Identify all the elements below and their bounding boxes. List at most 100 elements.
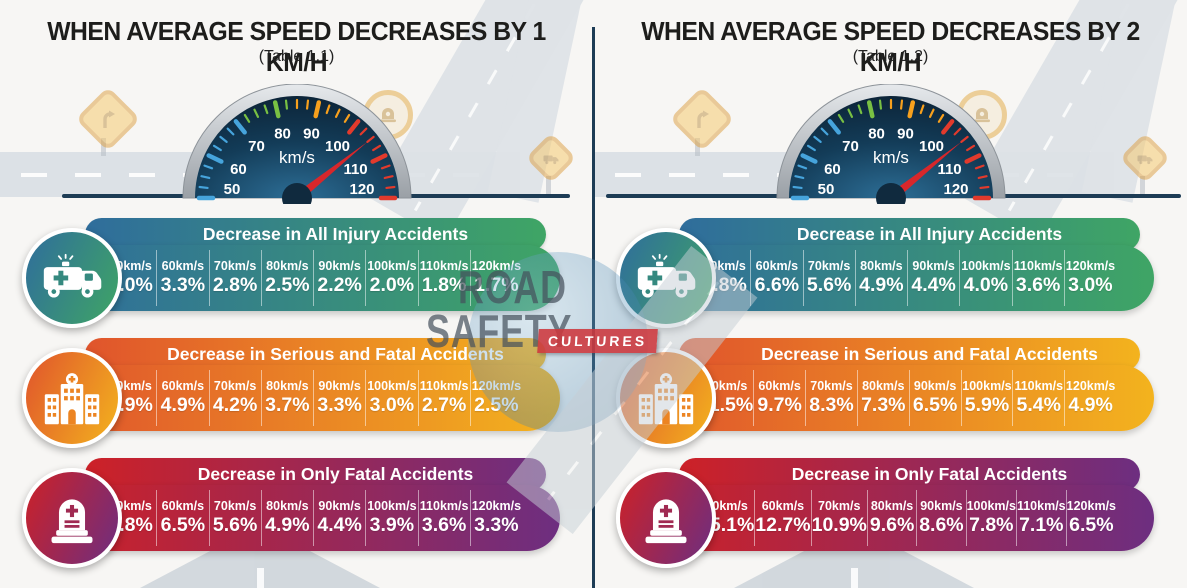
band-icon-circle xyxy=(616,228,716,328)
panel-1kmh: WHEN AVERAGE SPEED DECREASES BY 1 KM/H (… xyxy=(0,0,593,588)
decrease-value: 3.7% xyxy=(265,394,310,416)
band-icon-circle xyxy=(22,228,122,328)
speedo-tick xyxy=(959,135,969,143)
accident-band: Decrease in Serious and Fatal Accidents … xyxy=(22,338,560,460)
band-title: Decrease in All Injury Accidents xyxy=(202,224,469,244)
speedo-tick xyxy=(899,99,903,110)
speed-tick-label: 100 xyxy=(919,138,944,155)
decrease-value: 4.2% xyxy=(212,394,258,416)
speedo-tick xyxy=(272,100,281,119)
hospital-icon xyxy=(636,371,696,425)
speed-column: 110km/s 7.1% xyxy=(1015,490,1066,546)
speed-label: 90km/s xyxy=(318,379,361,393)
band-title: Decrease in Only Fatal Accidents xyxy=(791,464,1068,484)
speedo-tick xyxy=(792,185,803,190)
decrease-value: 3.0% xyxy=(369,394,415,416)
speed-columns: 50km/s 5.9% 60km/s 4.9% 70km/s 4.2% 80km… xyxy=(105,370,522,426)
speedo-tick xyxy=(205,153,224,164)
speed-column: 120km/s 2.5% xyxy=(469,370,522,426)
speed-label: 70km/s xyxy=(810,379,853,393)
speedo-tick xyxy=(198,185,209,190)
speed-label: 100km/s xyxy=(367,259,417,273)
decrease-value: 3.0% xyxy=(1068,274,1113,296)
decrease-value: 2.0% xyxy=(369,274,415,296)
speedo-tick xyxy=(857,104,862,115)
speedo-tick xyxy=(263,104,268,115)
speedo-ticks xyxy=(790,98,991,201)
speedo-tick xyxy=(953,127,961,136)
speed-label: 110km/s xyxy=(1016,499,1066,513)
speed-column: 70km/s 5.6% xyxy=(802,250,855,306)
speed-column: 60km/s 4.9% xyxy=(156,370,208,426)
band-title: Decrease in Serious and Fatal Accidents xyxy=(167,344,504,364)
speed-tick-label: 90 xyxy=(303,126,320,143)
speedo-tick xyxy=(940,119,954,135)
panel-divider xyxy=(592,27,595,588)
speed-label: 80km/s xyxy=(860,259,903,273)
speed-column: 110km/s 3.6% xyxy=(1011,250,1064,306)
speed-tick-label: 50 xyxy=(223,181,240,198)
speed-tick-label: 50 xyxy=(817,181,834,198)
speed-label: 70km/s xyxy=(213,379,257,393)
speed-column: 80km/s 7.3% xyxy=(856,370,909,426)
speedo-tick xyxy=(218,135,228,143)
speed-columns: 50km/s 7.8% 60km/s 6.6% 70km/s 5.6% 80km… xyxy=(699,250,1116,306)
decrease-value: 4.4% xyxy=(911,274,956,296)
tombstone-icon xyxy=(42,491,102,545)
decrease-value: 12.7% xyxy=(755,514,811,536)
ambulance-icon xyxy=(636,251,696,305)
speed-label: 70km/s xyxy=(818,499,861,513)
speed-column: 60km/s 3.3% xyxy=(156,250,208,306)
decrease-value: 6.5% xyxy=(912,394,958,416)
decrease-value: 4.9% xyxy=(265,514,310,536)
speedo-tick xyxy=(793,175,804,180)
speedo-tick xyxy=(243,113,250,123)
speed-label: 120km/s xyxy=(471,259,522,273)
band-bar: 50km/s 5.9% 60km/s 4.9% 70km/s 4.2% 80km… xyxy=(60,365,560,431)
speed-tick-label: 120 xyxy=(943,181,968,198)
accident-band: Decrease in Only Fatal Accidents 50km/s … xyxy=(616,458,1154,580)
decrease-value: 3.3% xyxy=(317,394,362,416)
speed-label: 120km/s xyxy=(1066,499,1116,513)
speed-label: 80km/s xyxy=(862,379,905,393)
decrease-value: 6.6% xyxy=(754,274,800,296)
speedo-tick xyxy=(978,185,989,190)
speedo-tick xyxy=(846,108,853,119)
speedo-tick xyxy=(312,100,321,119)
speed-tick-label: 100 xyxy=(325,138,350,155)
speedo-tick xyxy=(383,175,394,180)
speedo-tick xyxy=(878,99,882,110)
speedo-unit: km/s xyxy=(279,148,315,167)
speed-column: 100km/s 4.0% xyxy=(959,250,1011,306)
speedo-tick xyxy=(796,164,807,170)
speed-label: 60km/s xyxy=(755,259,799,273)
band-title: Decrease in All Injury Accidents xyxy=(796,224,1063,244)
speedo-tick xyxy=(334,108,341,119)
speed-columns: 50km/s 15.1% 60km/s 12.7% 70km/s 10.9% 8… xyxy=(699,490,1116,546)
speed-label: 110km/s xyxy=(1013,259,1063,273)
decrease-value: 4.4% xyxy=(317,514,362,536)
speedo-tick xyxy=(799,153,818,164)
band-icon-circle xyxy=(616,468,716,568)
band-bar: 50km/s 11.5% 60km/s 9.7% 70km/s 8.3% 80k… xyxy=(654,365,1154,431)
speed-label: 110km/s xyxy=(419,499,469,513)
speed-columns: 50km/s 7.8% 60km/s 6.5% 70km/s 5.6% 80km… xyxy=(105,490,522,546)
accident-band: Decrease in All Injury Accidents 50km/s … xyxy=(616,218,1154,340)
speed-label: 90km/s xyxy=(913,379,957,393)
decrease-value: 4.9% xyxy=(160,394,206,416)
decrease-value: 7.3% xyxy=(861,394,906,416)
speedo-tick xyxy=(233,119,247,135)
speed-column: 100km/s 7.8% xyxy=(965,490,1016,546)
sign-pole xyxy=(1140,176,1145,196)
decrease-value: 5.6% xyxy=(212,514,258,536)
speed-column: 70km/s 5.6% xyxy=(208,490,261,546)
decrease-value: 3.3% xyxy=(474,514,519,536)
speed-tick-label: 70 xyxy=(842,138,859,155)
speed-column: 80km/s 3.7% xyxy=(260,370,313,426)
speedo-tick xyxy=(252,108,259,119)
speed-column: 110km/s 2.7% xyxy=(417,370,470,426)
speed-label: 120km/s xyxy=(1065,259,1116,273)
sign-pole xyxy=(546,176,551,196)
